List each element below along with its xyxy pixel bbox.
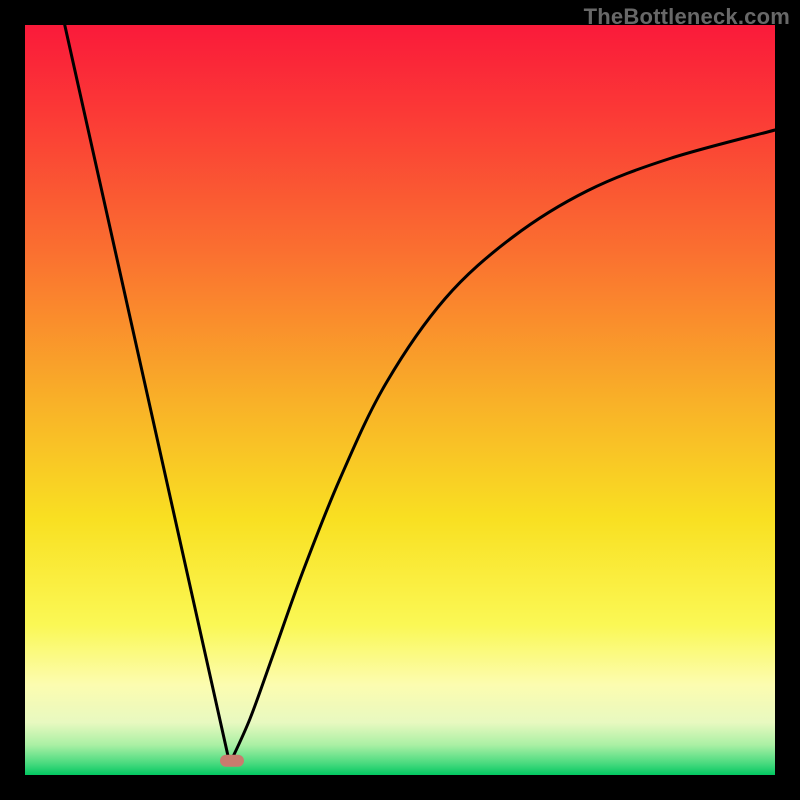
curve-vertex-marker [220, 755, 244, 767]
chart-svg [0, 0, 800, 800]
plot-background [25, 25, 775, 775]
watermark-text: TheBottleneck.com [584, 4, 790, 30]
chart-root: TheBottleneck.com [0, 0, 800, 800]
